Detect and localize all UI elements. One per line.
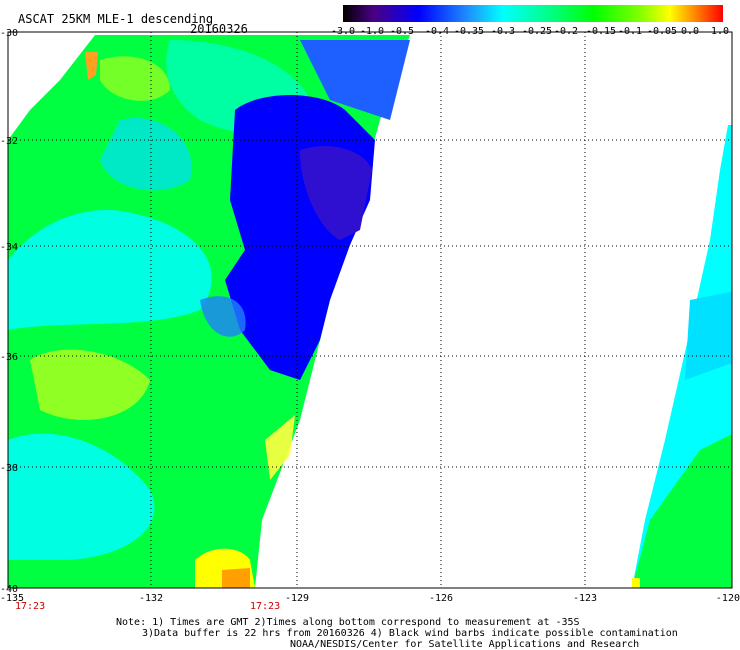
longitude-label: -129 (285, 593, 309, 604)
note-line-2: 3)Data buffer is 22 hrs from 20160326 4)… (142, 628, 678, 639)
time-label-left: 17:23 (15, 601, 45, 612)
plot-frame (7, 31, 733, 589)
latitude-labels: -30 -32 -34 -36 -38 -40 (0, 28, 18, 595)
longitude-label: -126 (429, 593, 453, 604)
left-swath (8, 35, 410, 588)
data-layer (8, 35, 732, 588)
time-label-mid: 17:23 (250, 601, 280, 612)
latitude-label: -36 (0, 352, 18, 363)
longitude-label: -132 (139, 593, 163, 604)
note-line-1: Note: 1) Times are GMT 2)Times along bot… (116, 617, 580, 628)
longitude-labels: -135 -132 -129 -126 -123 -120 (0, 593, 740, 604)
colorbar-gradient (343, 5, 723, 22)
note-line-3: NOAA/NESDIS/Center for Satellite Applica… (290, 639, 639, 650)
longitude-label: -135 (0, 593, 24, 604)
right-swath (632, 125, 732, 588)
latitude-label: -40 (0, 584, 18, 595)
map-title: ASCAT 25KM MLE-1 descending (18, 12, 213, 26)
graticule (8, 32, 732, 588)
latitude-label: -38 (0, 463, 18, 474)
longitude-label: -120 (716, 593, 740, 604)
map-date: 20160326 (190, 22, 248, 36)
longitude-label: -123 (573, 593, 597, 604)
latitude-label: -34 (0, 242, 18, 253)
latitude-label: -32 (0, 136, 18, 147)
latitude-label: -30 (0, 28, 18, 39)
